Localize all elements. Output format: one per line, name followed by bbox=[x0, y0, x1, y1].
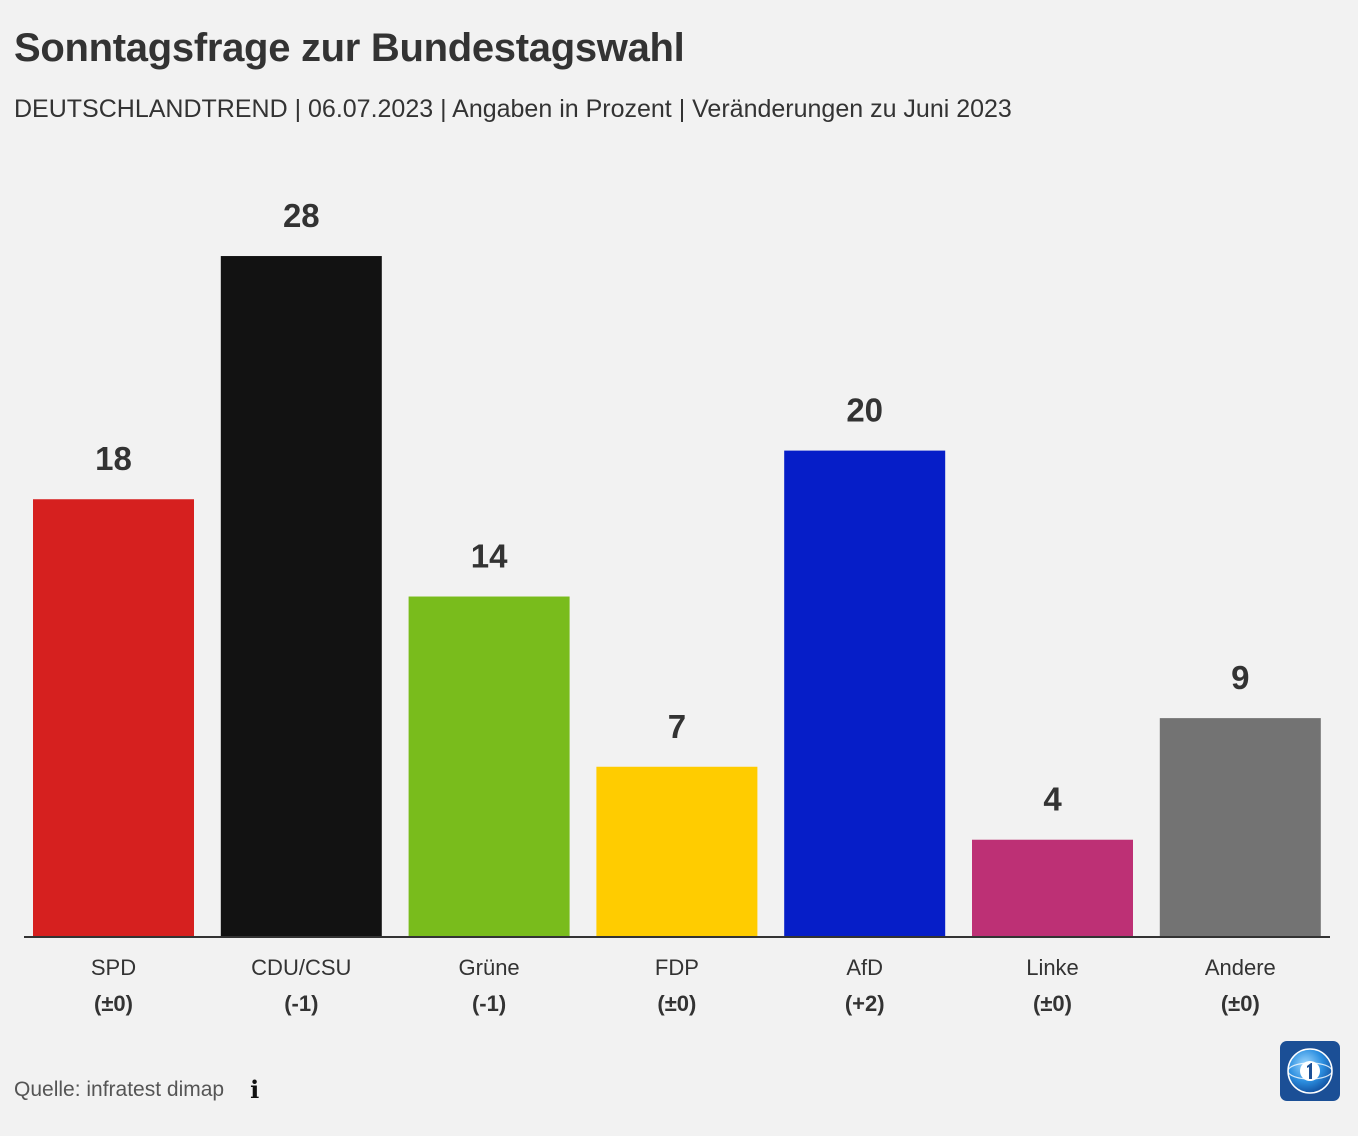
change-label-afd: (+2) bbox=[845, 991, 885, 1016]
bar-linke bbox=[972, 839, 1133, 937]
change-label-fdp: (±0) bbox=[657, 991, 696, 1016]
bar-cdu-csu bbox=[220, 256, 382, 937]
change-label-cdu-csu: (-1) bbox=[284, 991, 318, 1016]
category-label-spd: SPD bbox=[91, 955, 136, 980]
category-label-fdp: FDP bbox=[655, 955, 699, 980]
change-label-spd: (±0) bbox=[94, 991, 133, 1016]
source-note: Quelle: infratest dimap i bbox=[14, 1075, 259, 1104]
bar-afd bbox=[784, 450, 946, 937]
tagesschau-logo-icon bbox=[1280, 1041, 1340, 1101]
bar-gr-ne bbox=[408, 596, 570, 937]
bar-andere bbox=[1159, 718, 1321, 937]
category-label-afd: AfD bbox=[846, 955, 883, 980]
value-label-cdu-csu: 28 bbox=[283, 197, 320, 234]
category-label-andere: Andere bbox=[1205, 955, 1276, 980]
source-text: Quelle: infratest dimap bbox=[14, 1077, 225, 1101]
change-label-andere: (±0) bbox=[1221, 991, 1260, 1016]
chart-title: Sonntagsfrage zur Bundestagswahl bbox=[14, 26, 685, 70]
change-label-linke: (±0) bbox=[1033, 991, 1072, 1016]
bar-fdp bbox=[596, 766, 758, 937]
bar-spd bbox=[33, 499, 194, 937]
value-label-spd: 18 bbox=[95, 440, 132, 477]
category-label-linke: Linke bbox=[1026, 955, 1079, 980]
change-label-gr-ne: (-1) bbox=[472, 991, 506, 1016]
value-label-gr-ne: 14 bbox=[471, 538, 508, 575]
value-label-fdp: 7 bbox=[668, 708, 686, 745]
bars-group: 18 SPD (±0) 28 CDU/CSU (-1) 14 Grüne (-1) 7 FDP (±0… bbox=[33, 197, 1321, 1016]
info-icon[interactable]: i bbox=[250, 1075, 260, 1104]
value-label-andere: 9 bbox=[1231, 659, 1249, 696]
chart-subtitle: DEUTSCHLANDTREND | 06.07.2023 | Angaben … bbox=[14, 95, 1012, 123]
value-label-afd: 20 bbox=[846, 392, 883, 429]
category-label-cdu-csu: CDU/CSU bbox=[251, 955, 351, 980]
value-label-linke: 4 bbox=[1043, 781, 1062, 818]
category-label-gr-ne: Grüne bbox=[459, 955, 520, 980]
